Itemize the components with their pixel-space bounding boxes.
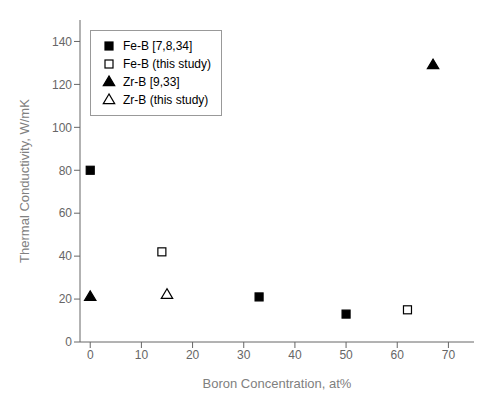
svg-text:40: 40 <box>288 348 302 362</box>
svg-text:40: 40 <box>59 249 73 263</box>
svg-text:Thermal Conductivity, W/mK: Thermal Conductivity, W/mK <box>17 99 32 263</box>
svg-text:10: 10 <box>135 348 149 362</box>
svg-text:60: 60 <box>59 206 73 220</box>
html-text:Zr-B (this study): Zr-B (this study) <box>123 93 209 107</box>
svg-text:Boron Concentration, at%: Boron Concentration, at% <box>203 376 352 391</box>
html-text:Zr-B [9,33]: Zr-B [9,33] <box>123 75 180 89</box>
svg-text:0: 0 <box>65 335 72 349</box>
svg-text:20: 20 <box>186 348 200 362</box>
svg-text:80: 80 <box>59 164 73 178</box>
html-text:Fe-B [7,8,34]: Fe-B [7,8,34] <box>123 39 193 53</box>
svg-text:60: 60 <box>391 348 405 362</box>
svg-text:120: 120 <box>52 78 72 92</box>
svg-text:30: 30 <box>237 348 251 362</box>
svg-text:50: 50 <box>339 348 353 362</box>
svg-text:70: 70 <box>442 348 456 362</box>
svg-text:100: 100 <box>52 121 72 135</box>
html-text:Fe-B (this study): Fe-B (this study) <box>123 57 211 71</box>
svg-text:140: 140 <box>52 35 72 49</box>
svg-text:20: 20 <box>59 292 73 306</box>
svg-text:0: 0 <box>87 348 94 362</box>
